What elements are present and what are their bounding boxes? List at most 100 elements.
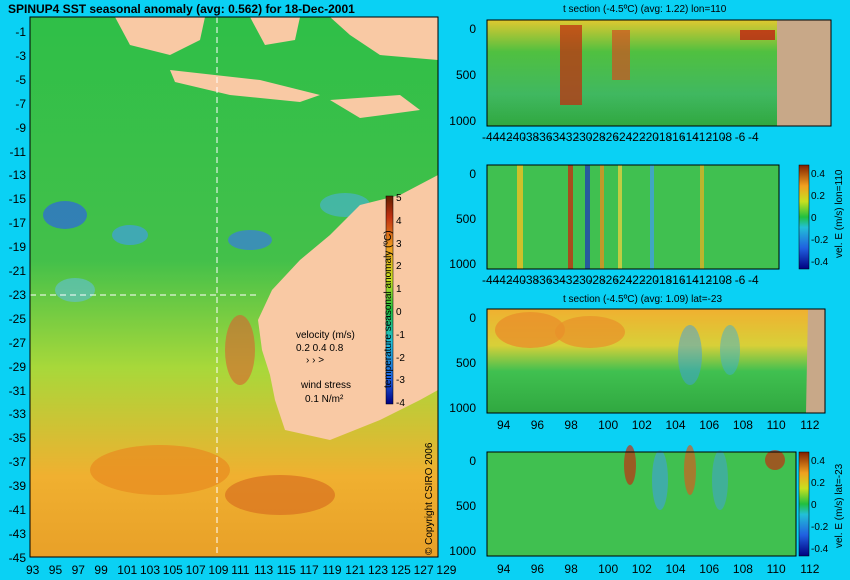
main-colorbar-tick: -3 (396, 375, 405, 387)
section-xtick: 96 (530, 562, 545, 576)
main-map-xtick: 111 (231, 563, 250, 577)
main-map-ytick: -17 (8, 216, 26, 231)
panel-t-lon (486, 19, 832, 127)
section-xtick: -36 (535, 130, 553, 144)
main-map-ytick: -41 (8, 503, 26, 517)
section-colorbar-tick: -0.4 (811, 544, 829, 555)
section-xtick: 108 (732, 418, 753, 432)
section-xtick: -28 (588, 130, 606, 144)
main-colorbar-tick: 0 (396, 307, 402, 318)
cold-eddy (228, 230, 272, 250)
section-xtick: 106 (699, 562, 720, 576)
section-xtick: -18 (654, 273, 673, 287)
section-xtick: 110 (766, 418, 786, 432)
section-xtick: -42 (495, 273, 513, 287)
section-colorbar-tick: 0.4 (811, 169, 825, 180)
section-xtick: -6 (734, 273, 746, 287)
section-xtick: -32 (561, 273, 580, 287)
section-xtick: 106 (699, 418, 720, 432)
section-xtick: 98 (564, 418, 578, 432)
section-xtick: -6 (734, 130, 746, 144)
main-colorbar-tick: 1 (396, 284, 402, 296)
main-map-xtick: 107 (185, 563, 206, 577)
main-map-xtick: 95 (48, 563, 63, 577)
main-map-xtick: 127 (413, 563, 434, 577)
main-colorbar (385, 195, 394, 405)
main-map-ytick: -31 (8, 383, 26, 398)
section-ytick: 1000 (449, 257, 476, 271)
section-xtick: 100 (598, 562, 619, 576)
main-map-ytick: -7 (15, 96, 26, 111)
section-colorbar-tick: 0.2 (811, 191, 825, 202)
main-map-ytick: -35 (8, 431, 26, 446)
main-map-ytick: -33 (8, 407, 26, 422)
section-xtick: -40 (508, 273, 526, 287)
section-xtick: -18 (654, 130, 673, 144)
section-colorbar-tick: -0.4 (811, 257, 829, 268)
panel4-colorbar-label: vel. E (m/s) lat=-23 (834, 463, 845, 548)
panel-vel-lat (486, 445, 797, 557)
section-colorbar-tick: 0 (811, 500, 817, 511)
section-ytick: 500 (455, 212, 476, 226)
warm-patch (90, 445, 230, 495)
section-xtick: -14 (681, 130, 699, 144)
section-ytick: 1000 (449, 401, 476, 415)
section-xtick: -24 (615, 130, 633, 144)
main-map-xtick: 113 (254, 563, 274, 577)
section-xtick: 110 (766, 562, 786, 576)
main-map-ytick: -45 (8, 550, 26, 565)
land-java (170, 70, 320, 102)
main-map-ytick: -43 (8, 526, 26, 541)
main-map-ytick: -19 (8, 240, 26, 255)
section-xtick: -34 (548, 130, 566, 144)
section-colorbar-tick: 0.4 (811, 456, 825, 467)
main-map-ytick: -25 (8, 311, 26, 326)
section-xtick: 104 (665, 418, 686, 432)
section-colorbar-tick: -0.2 (811, 235, 829, 246)
section-xtick: -34 (548, 273, 566, 287)
main-colorbar-tick: 4 (396, 215, 402, 227)
main-map-xtick: 117 (299, 563, 319, 577)
main-map-ytick: -27 (8, 335, 26, 350)
land-sulawesi (330, 17, 438, 60)
section-xtick: -22 (628, 273, 646, 287)
main-colorbar-label: temperature seasonal anomaly (ºC) (383, 230, 394, 388)
section-xtick: -26 (601, 130, 620, 144)
section-xtick: -4 (748, 130, 759, 144)
copyright-note: © Copyright CSIRO 2006 (424, 442, 435, 555)
land-sumatra (115, 17, 205, 55)
main-map-xtick: 129 (436, 563, 457, 577)
main-colorbar-tick: 5 (396, 193, 402, 204)
main-map-xtick: 115 (276, 563, 296, 577)
section-ytick: 0 (469, 454, 476, 468)
section-xtick: -40 (508, 130, 526, 144)
main-colorbar-tick: -1 (396, 329, 405, 341)
section-xtick: 100 (598, 418, 619, 432)
section-xtick: -32 (561, 130, 580, 144)
section-xtick: -8 (721, 273, 733, 287)
main-map-ytick: -15 (8, 192, 26, 207)
main-map-ytick: -21 (8, 264, 26, 278)
section-colorbar-tick: 0.2 (811, 478, 825, 489)
land-borneo (250, 17, 300, 45)
section-xtick: -16 (668, 273, 686, 287)
section-xtick: 96 (530, 418, 545, 432)
section-xtick: -38 (521, 273, 540, 287)
panel3-title: t section (-4.5ºC) (avg: 1.09) lat=-23 (563, 294, 722, 305)
section-xtick: -10 (708, 130, 726, 144)
section-xtick: -44 (482, 130, 500, 144)
section-xtick: -36 (535, 273, 553, 287)
cold-eddy (112, 225, 148, 245)
panel2-colorbar-label: vel. E (m/s) lon=110 (834, 169, 845, 258)
section-xtick: -38 (521, 130, 540, 144)
main-map-ytick: -23 (8, 287, 26, 302)
section-xtick: -20 (641, 273, 659, 287)
section-xtick: 104 (665, 562, 686, 576)
section-xtick: -12 (694, 130, 713, 144)
section-colorbar-tick: -0.2 (811, 522, 829, 533)
section-xtick: -30 (575, 130, 593, 144)
panel-vel-lon (486, 164, 796, 270)
map-frame (29, 16, 439, 558)
main-map-title: SPINUP4 SST seasonal anomaly (avg: 0.562… (8, 2, 355, 16)
main-map-ytick: -11 (9, 144, 26, 159)
